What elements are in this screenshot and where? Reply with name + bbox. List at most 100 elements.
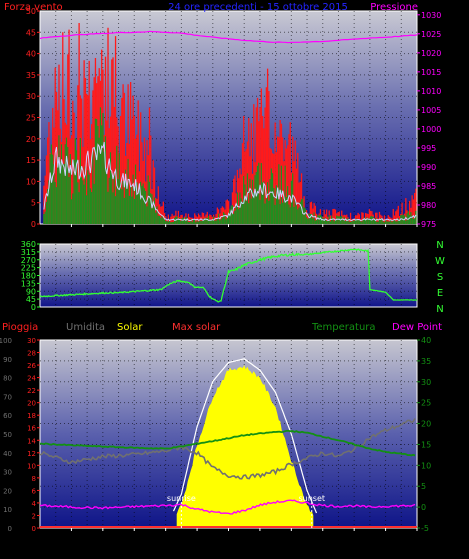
- humidity-tick-label-10: 10: [3, 506, 12, 514]
- legend-dew-point: Dew Point: [392, 322, 442, 333]
- rain-tick-label-24: 24: [27, 375, 36, 383]
- x-tick-label-20: 20: [349, 533, 359, 542]
- temperature-tick-label-20: 20: [421, 420, 431, 429]
- rain-tick-label-6: 6: [32, 487, 37, 495]
- wind-direction-line: [39, 248, 418, 303]
- temperature-tick-label-35: 35: [421, 357, 431, 366]
- humidity-tick-label-0: 0: [8, 525, 12, 533]
- direction-tick-label-90: 90: [26, 287, 36, 296]
- pressure-tick-label-1015: 1015: [421, 68, 441, 77]
- wind-tick-label-45: 45: [26, 28, 36, 37]
- x-tick-label-10: 10: [192, 533, 202, 542]
- x-tick-label-18: 18: [318, 229, 328, 238]
- legend-max-solar: Max solar: [172, 322, 221, 333]
- humidity-tick-label-30: 30: [3, 469, 12, 477]
- compass-n-top: N: [436, 240, 443, 251]
- weather-axes: 0102030405060708090100024681012141618202…: [0, 336, 431, 542]
- temperature-tick-label-5: 5: [421, 482, 426, 491]
- legend-rain: Pioggia: [2, 322, 38, 333]
- direction-tick-label-315: 315: [21, 248, 36, 257]
- direction-panel-grid: [40, 244, 417, 307]
- temperature-tick-label-0: 0: [421, 503, 426, 512]
- wind-tick-label-0: 0: [31, 220, 36, 229]
- sunset-label: sunset: [298, 494, 325, 503]
- wind-tick-label-5: 5: [31, 199, 36, 208]
- wind-tick-label-50: 50: [26, 7, 36, 16]
- humidity-tick-label-60: 60: [3, 412, 12, 420]
- compass-e: E: [437, 288, 443, 299]
- humidity-tick-label-20: 20: [3, 487, 12, 495]
- direction-tick-label-225: 225: [21, 264, 36, 273]
- direction-tick-label-45: 45: [26, 295, 36, 304]
- rain-tick-label-22: 22: [27, 387, 36, 395]
- legend-humidity: Umidita: [66, 322, 105, 333]
- x-tick-label-06: 06: [129, 229, 139, 238]
- rain-tick-label-10: 10: [27, 462, 36, 470]
- direction-line: [39, 248, 418, 303]
- x-tick-label-00: 00: [412, 533, 422, 542]
- solar-area-fill: [176, 365, 314, 528]
- temperature-tick-label-15: 15: [421, 440, 431, 449]
- sunrise-label: sunrise: [167, 494, 196, 503]
- x-tick-label-18: 18: [318, 533, 328, 542]
- wind-lines: [39, 30, 418, 222]
- x-tick-label-12: 12: [223, 229, 233, 238]
- humidity-tick-label-70: 70: [3, 393, 12, 401]
- wind-axis-title: Forza vento: [4, 2, 63, 13]
- direction-tick-label-180: 180: [21, 272, 36, 281]
- pressure-tick-label-1010: 1010: [421, 87, 441, 96]
- x-tick-label-04: 04: [98, 533, 108, 542]
- x-tick-label-14: 14: [255, 533, 265, 542]
- x-tick-label-14: 14: [255, 229, 265, 238]
- wind-tick-label-15: 15: [26, 156, 36, 165]
- legend-solar: Solar: [117, 322, 143, 333]
- rain-tick-label-28: 28: [27, 350, 36, 358]
- wind-tick-label-10: 10: [26, 177, 36, 186]
- wind-tick-label-20: 20: [26, 135, 36, 144]
- humidity-tick-label-50: 50: [3, 431, 12, 439]
- temperature-tick-label--5: -5: [421, 524, 429, 533]
- direction-tick-label-135: 135: [21, 279, 36, 288]
- pressure-line: [39, 30, 418, 44]
- pressure-tick-label-1005: 1005: [421, 106, 441, 115]
- x-tick-label-08: 08: [161, 533, 171, 542]
- x-tick-label-02: 02: [66, 229, 76, 238]
- rain-tick-label-26: 26: [27, 362, 36, 370]
- wind-tick-label-35: 35: [26, 71, 36, 80]
- pressure-tick-label-1030: 1030: [421, 11, 441, 20]
- wind-tick-label-25: 25: [26, 114, 36, 123]
- humidity-tick-label-80: 80: [3, 375, 12, 383]
- wind-tick-label-40: 40: [26, 50, 36, 59]
- x-tick-label-02: 02: [66, 533, 76, 542]
- pressure-tick-label-1025: 1025: [421, 30, 441, 39]
- pressure-tick-label-980: 980: [421, 201, 436, 210]
- x-tick-label-10: 10: [192, 229, 202, 238]
- rain-tick-label-16: 16: [27, 425, 36, 433]
- max-solar-line: [172, 358, 318, 514]
- x-tick-label-04: 04: [98, 229, 108, 238]
- x-tick-label-12: 12: [223, 533, 233, 542]
- direction-tick-label-270: 270: [21, 256, 36, 265]
- pressure-tick-label-1000: 1000: [421, 125, 441, 134]
- legend-temperature: Temperatura: [311, 322, 376, 333]
- x-tick-label-22: 22: [380, 229, 390, 238]
- weather-lines: sunrise sunset: [39, 418, 417, 528]
- wind-average-line: [43, 141, 417, 222]
- rain-tick-label-14: 14: [27, 437, 36, 445]
- pressure-axis-title: Pressione: [370, 2, 418, 13]
- direction-tick-label-0: 0: [31, 303, 36, 312]
- pressure-tick-label-985: 985: [421, 182, 436, 191]
- x-tick-label-16: 16: [286, 533, 296, 542]
- direction-tick-label-360: 360: [21, 240, 36, 249]
- x-tick-label-20: 20: [349, 229, 359, 238]
- humidity-tick-label-90: 90: [3, 356, 12, 364]
- x-tick-label-22: 22: [380, 533, 390, 542]
- rain-tick-label-0: 0: [32, 525, 36, 533]
- pressure-tick-label-1020: 1020: [421, 49, 441, 58]
- wind-axes: 0510152025303540455097598098599099510001…: [26, 7, 442, 238]
- temperature-tick-label-30: 30: [421, 378, 431, 387]
- wind-tick-label-30: 30: [26, 92, 36, 101]
